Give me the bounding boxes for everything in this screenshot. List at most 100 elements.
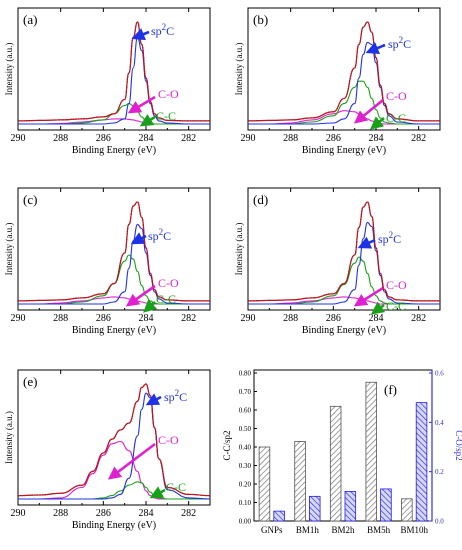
series-raw-line: [247, 21, 440, 122]
annotation-arrow: [353, 286, 384, 307]
y-tick-label: 0.40: [239, 444, 252, 452]
y-tick-label: 0.50: [239, 425, 252, 433]
series-sp2c-line: [18, 36, 210, 125]
x-tick-label: 284: [369, 133, 384, 144]
annotation-label: C-C: [386, 299, 406, 313]
y-tick-label: 0.70: [239, 388, 252, 396]
plot-frame: [17, 369, 211, 506]
x-tick-label: 282: [181, 508, 196, 519]
x-tick-label: 284: [139, 313, 154, 324]
annotation-arrow: [131, 28, 150, 41]
series-raw-line: [247, 201, 440, 302]
x-axis-label: Binding Energy (eV): [72, 145, 156, 156]
bar-c-c-sp2: [329, 405, 342, 522]
x-tick-label: 282: [181, 313, 196, 324]
category-label: BM2h: [331, 525, 355, 535]
x-tick-label: 288: [53, 508, 68, 519]
x-tick-label: 286: [96, 313, 111, 324]
category-label: GNPs: [261, 525, 283, 535]
series-fit-line: [17, 383, 211, 497]
xps-panel-0: 290 288 286 284 282 Binding Energy (eV) Intens…: [4, 7, 211, 156]
series-fit-line: [17, 21, 210, 122]
annotation-label: C-O: [158, 433, 179, 447]
series-sp2c-line: [17, 223, 210, 305]
y-right-axis-label: C-O/sp2: [454, 430, 462, 461]
x-axis-label: Binding Energy (eV): [302, 145, 386, 156]
y-axis-label: Intensity (a.u.): [234, 223, 244, 276]
annotation-label: C-O: [386, 89, 407, 103]
annotation-label: sp2C: [378, 230, 401, 246]
panel-label: (b): [253, 12, 268, 27]
annotation-label: sp2C: [148, 227, 171, 243]
plot-frame: [17, 7, 211, 131]
y-axis-label: Intensity (a.u.): [4, 411, 14, 464]
annotation-label: sp2C: [164, 388, 187, 404]
annotation-label: C-C: [166, 480, 186, 494]
annotation-arrow: [130, 232, 147, 245]
x-tick-label: 284: [139, 133, 154, 144]
x-axis-label: Binding Energy (eV): [72, 325, 156, 336]
annotation-arrow: [143, 299, 158, 313]
annotation-arrow: [370, 116, 385, 130]
y-axis-label: Intensity (a.u.): [234, 43, 244, 96]
x-tick-label: 290: [11, 313, 26, 324]
plot-frame: [17, 187, 211, 311]
category-label: BM1h: [296, 525, 320, 535]
annotation-arrow: [353, 98, 384, 124]
series-sp2c-line: [248, 41, 440, 125]
panel-label: (e): [23, 374, 37, 389]
x-tick-label: 288: [283, 133, 298, 144]
y-right-tick-label: 0.0: [435, 518, 444, 526]
series-c-o-line: [248, 110, 440, 125]
xps-panel-3: 290 288 286 284 282 Binding Energy (eV) Intens…: [234, 187, 441, 336]
x-tick-label: 286: [326, 313, 341, 324]
x-tick-label: 288: [283, 313, 298, 324]
y-tick-label: 0.00: [239, 518, 252, 526]
plot-frame: [253, 369, 433, 522]
x-tick-label: 290: [11, 133, 26, 144]
bar-c-o-sp2: [273, 510, 285, 522]
series-fit-line: [17, 201, 210, 302]
x-tick-label: 288: [53, 133, 68, 144]
bar-c-c-sp2: [365, 381, 378, 522]
annotation-arrow: [139, 114, 156, 127]
y-tick-label: 0.80: [239, 370, 252, 378]
annotation-arrow: [107, 442, 156, 480]
annotation-label: C-C: [156, 292, 176, 306]
panel-label: (a): [23, 12, 37, 27]
panel-label: (f): [384, 382, 397, 397]
annotation-label: C-O: [158, 276, 179, 290]
series-sp2c-line: [247, 221, 440, 305]
xps-panel-1: 290 288 286 284 282 Binding Energy (eV) Intens…: [234, 7, 441, 156]
y-axis-label: Intensity (a.u.): [4, 43, 14, 96]
x-tick-label: 284: [139, 508, 154, 519]
series-fit-line: [247, 21, 440, 122]
series-c-c-line: [248, 80, 440, 125]
x-tick-label: 282: [181, 133, 196, 144]
x-tick-label: 282: [411, 133, 426, 144]
annotation-arrow: [365, 42, 386, 55]
bar-c-o-sp2: [380, 488, 392, 522]
annotation-label: C-C: [386, 111, 406, 125]
x-tick-label: 288: [53, 313, 68, 324]
xps-panel-4: 290 288 286 284 282 Binding Energy (eV) Intens…: [4, 369, 211, 531]
y-axis-label: Intensity (a.u.): [4, 223, 14, 276]
category-label: BM5h: [367, 525, 391, 535]
annotation-arrow: [125, 284, 156, 307]
x-tick-label: 290: [11, 508, 26, 519]
x-axis-label: Binding Energy (eV): [72, 520, 156, 531]
panel-label: (c): [23, 192, 37, 207]
bar-c-o-sp2: [344, 490, 357, 522]
x-tick-label: 286: [96, 133, 111, 144]
bar-c-o-sp2: [415, 402, 428, 522]
x-tick-label: 286: [96, 508, 111, 519]
annotation-label: sp2C: [151, 22, 174, 38]
bar-c-o-sp2: [308, 495, 321, 522]
panel-label: (d): [253, 192, 268, 207]
annotation-arrow: [370, 301, 386, 315]
annotation-label: C-O: [386, 278, 407, 292]
bar-c-c-sp2: [258, 446, 271, 522]
x-tick-label: 290: [241, 313, 256, 324]
x-axis-label: Binding Energy (eV): [302, 325, 386, 336]
